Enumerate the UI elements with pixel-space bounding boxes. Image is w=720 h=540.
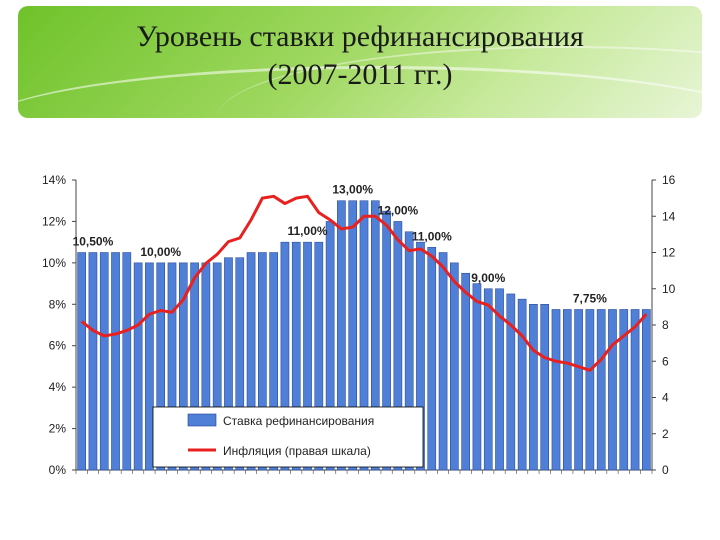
- right-tick-label: 10: [662, 282, 676, 296]
- rate-bar: [619, 309, 629, 471]
- legend-label-inflation: Инфляция (правая шкала): [223, 444, 371, 458]
- data-labels: 10,50% 10,00% 11,00% 13,00% 12,00% 11,00% 9,00…: [73, 183, 608, 306]
- rate-bar: [438, 252, 448, 471]
- rate-bar: [337, 200, 346, 471]
- rate-bar: [450, 262, 459, 471]
- right-tick-label: 16: [662, 173, 676, 187]
- bar-series: [77, 200, 651, 471]
- left-tick-label: 0%: [49, 463, 67, 477]
- rate-bar: [111, 252, 120, 471]
- rate-bar: [269, 252, 278, 471]
- rate-bar: [212, 262, 222, 471]
- title-line-2: (2007-2011 гг.): [267, 58, 453, 91]
- right-tick-label: 12: [662, 246, 676, 260]
- rate-bar: [608, 309, 617, 471]
- rate-bar: [178, 262, 188, 471]
- rate-bar: [596, 309, 606, 471]
- page-title: Уровень ставки рефинансирования (2007-20…: [0, 18, 720, 94]
- rate-bar: [88, 252, 98, 471]
- rate-bar: [574, 309, 583, 471]
- left-tick-label: 6%: [49, 339, 67, 353]
- rate-bar: [235, 257, 245, 471]
- bar-data-label: 9,00%: [471, 271, 505, 285]
- rate-bar: [642, 309, 651, 471]
- title-line-1: Уровень ставки рефинансирования: [136, 20, 584, 53]
- rate-bar: [517, 298, 527, 471]
- rate-bar: [562, 309, 572, 471]
- rate-bar: [416, 241, 425, 471]
- rate-bar: [291, 241, 301, 471]
- rate-bar: [427, 247, 437, 471]
- rate-bar: [258, 252, 267, 471]
- right-tick-label: 14: [662, 209, 676, 223]
- right-tick-label: 2: [662, 427, 669, 441]
- left-tick-label: 12%: [42, 214, 66, 228]
- right-tick-label: 0: [662, 463, 669, 477]
- rate-bar: [551, 309, 561, 471]
- bar-data-label: 10,00%: [140, 245, 181, 259]
- rate-bar: [280, 241, 290, 471]
- rate-bar: [506, 293, 516, 471]
- rate-bar: [630, 309, 640, 471]
- bar-data-label: 10,50%: [73, 235, 114, 249]
- left-tick-label: 14%: [42, 173, 66, 187]
- rate-bar: [461, 272, 470, 471]
- left-tick-label: 2%: [49, 422, 67, 436]
- legend-bar-swatch: [187, 413, 217, 427]
- rate-bar: [540, 304, 550, 471]
- rate-bar: [585, 309, 595, 471]
- bar-data-label: 7,75%: [573, 291, 607, 305]
- bar-data-label: 12,00%: [378, 203, 419, 217]
- right-tick-label: 8: [662, 318, 669, 332]
- bar-data-label: 13,00%: [332, 183, 373, 197]
- right-axis: 0 2 4 6 8 10 12 14 16: [651, 173, 676, 477]
- rate-bar: [382, 210, 391, 471]
- line-series: [80, 194, 648, 372]
- rate-bar: [370, 200, 380, 471]
- x-axis-ticks: [75, 470, 653, 474]
- rate-bar: [495, 288, 504, 471]
- right-tick-label: 4: [662, 391, 669, 405]
- rate-bar: [246, 252, 256, 471]
- rate-bar: [393, 221, 403, 471]
- rate-bar: [156, 262, 166, 471]
- legend-label-rate: Ставка рефинансирования: [223, 414, 374, 428]
- rate-bar: [167, 262, 177, 471]
- inflation-line: [80, 194, 648, 372]
- rate-bar: [99, 252, 109, 471]
- left-tick-label: 8%: [49, 297, 67, 311]
- rate-bar: [359, 200, 369, 471]
- right-tick-label: 6: [662, 354, 669, 368]
- rate-bar: [133, 262, 143, 471]
- rate-bar: [190, 262, 199, 471]
- rate-bar: [404, 231, 414, 471]
- bar-data-label: 11,00%: [288, 224, 328, 238]
- rate-bar: [348, 200, 358, 471]
- left-tick-label: 4%: [49, 380, 67, 394]
- rate-bar: [224, 257, 233, 471]
- rate-bar: [122, 252, 132, 471]
- rate-bar: [77, 252, 86, 471]
- rate-bar: [472, 283, 482, 471]
- rate-bar: [303, 241, 312, 471]
- left-tick-label: 10%: [42, 256, 66, 270]
- rate-bar: [314, 241, 324, 471]
- legend: Ставка рефинансирования Инфляция (правая…: [152, 406, 424, 468]
- title-banner: [18, 6, 702, 118]
- rate-bar: [145, 262, 154, 471]
- bar-data-label: 11,00%: [412, 229, 452, 243]
- rate-bar: [483, 288, 493, 471]
- rate-bar: [529, 304, 538, 471]
